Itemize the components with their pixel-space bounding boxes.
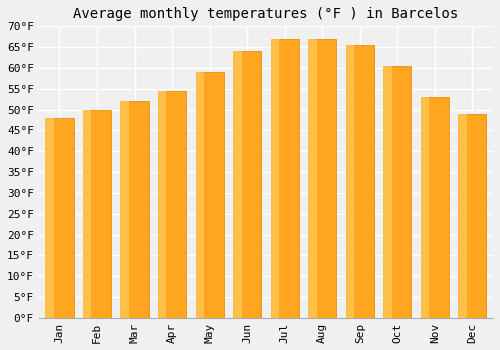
Bar xyxy=(83,110,92,318)
Bar xyxy=(421,97,429,318)
Bar xyxy=(458,114,467,318)
Bar xyxy=(270,39,279,318)
Bar xyxy=(196,72,204,318)
Bar xyxy=(308,39,316,318)
Bar xyxy=(46,118,74,318)
Title: Average monthly temperatures (°F ) in Barcelos: Average monthly temperatures (°F ) in Ba… xyxy=(74,7,458,21)
Bar xyxy=(46,118,54,318)
Bar xyxy=(458,114,486,318)
Bar xyxy=(421,97,449,318)
Bar xyxy=(158,91,166,318)
Bar xyxy=(233,51,241,318)
Bar xyxy=(196,72,224,318)
Bar xyxy=(83,110,111,318)
Bar xyxy=(346,45,354,318)
Bar xyxy=(346,45,374,318)
Bar xyxy=(120,101,129,318)
Bar xyxy=(270,39,299,318)
Bar xyxy=(383,66,412,318)
Bar xyxy=(383,66,392,318)
Bar xyxy=(308,39,336,318)
Bar xyxy=(158,91,186,318)
Bar xyxy=(233,51,261,318)
Bar xyxy=(120,101,148,318)
